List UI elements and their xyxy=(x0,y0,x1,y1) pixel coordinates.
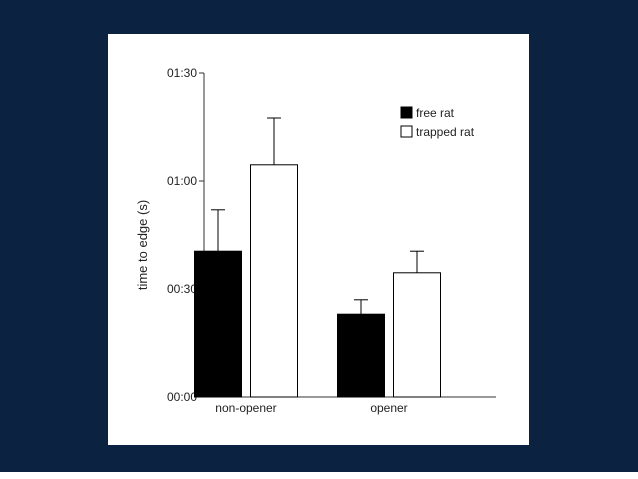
bar-free-rat-non-opener xyxy=(194,250,242,398)
legend-label: free rat xyxy=(416,106,455,120)
bar-free-rat-opener xyxy=(337,313,385,398)
y-tick-label: 01:30 xyxy=(167,66,197,80)
bar-trapped-rat-non-opener xyxy=(250,164,298,398)
bar-chart: 00:00 00:30 01:00 01:30 non-opener opener fre… xyxy=(135,66,496,415)
y-axis-title: time to edge (s) xyxy=(135,200,150,290)
y-tick-label: 00:00 xyxy=(167,390,197,404)
legend-swatch xyxy=(400,125,413,138)
bar-trapped-rat-opener xyxy=(393,272,441,398)
chart-card: 00:00 00:30 01:00 01:30 non-opener opener fre… xyxy=(108,34,529,445)
y-tick-label: 01:00 xyxy=(167,174,197,188)
bars xyxy=(194,117,441,398)
bottom-strip xyxy=(0,472,638,479)
legend-label: trapped rat xyxy=(416,125,475,139)
y-tick-label: 00:30 xyxy=(167,282,197,296)
legend-swatch xyxy=(400,106,413,119)
x-tick-label: opener xyxy=(370,401,407,415)
legend: free rat trapped rat xyxy=(400,106,475,139)
x-tick-label: non-opener xyxy=(215,401,276,415)
